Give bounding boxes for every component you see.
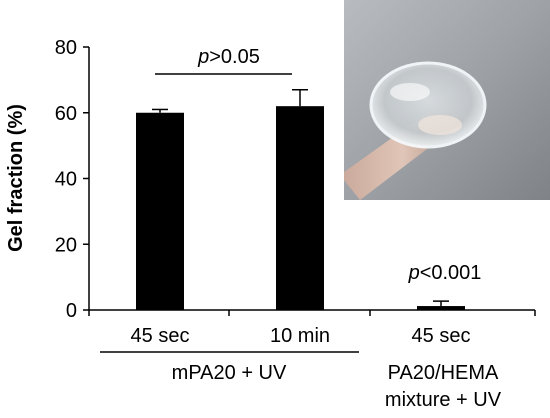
p-value-annotation-0: p>0.05: [197, 46, 260, 68]
error-bar-1: [292, 88, 308, 107]
y-tick-label-60: 60: [55, 103, 77, 125]
x-tick-labels: 45 sec 10 min 45 sec: [131, 325, 471, 347]
y-axis-label: Gel fraction (%): [5, 104, 27, 252]
inset-lens-highlight: [390, 83, 430, 101]
bar-2: [417, 306, 465, 310]
p-value-annotation-1: p<0.001: [408, 262, 482, 284]
y-tick-label-40: 40: [55, 169, 77, 191]
annotations: p>0.05 p<0.001: [155, 46, 481, 284]
x-tick-label-2: 45 sec: [412, 325, 471, 347]
group-label-1-line-1: mixture + UV: [385, 389, 502, 411]
inset-photo: [344, 0, 550, 200]
group-label-1-line-0: PA20/HEMA: [388, 362, 499, 384]
inset-lens: [369, 61, 487, 149]
y-tick-label-0: 0: [66, 300, 77, 322]
x-tick-label-1: 10 min: [270, 325, 330, 347]
bar-1: [276, 106, 324, 310]
inset-lens-reflection: [418, 115, 462, 135]
y-tick-label-20: 20: [55, 234, 77, 256]
group-labels: mPA20 + UV PA20/HEMA mixture + UV: [100, 351, 502, 411]
bars: [136, 106, 465, 310]
error-bar-2: [433, 300, 449, 307]
y-ticks: 0 20 40 60 80: [55, 37, 536, 322]
bar-0: [136, 112, 184, 310]
error-bar-0: [152, 108, 168, 113]
group-label-0: mPA20 + UV: [172, 362, 287, 384]
y-tick-label-80: 80: [55, 37, 77, 59]
x-tick-label-0: 45 sec: [131, 325, 190, 347]
error-bars: [152, 88, 449, 307]
